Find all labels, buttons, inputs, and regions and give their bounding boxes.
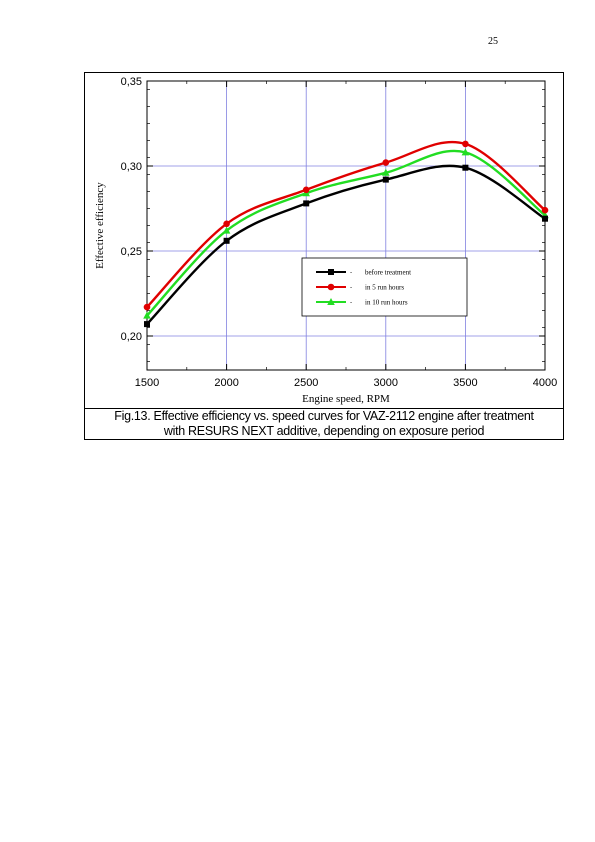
y-tick-label: 0,35 xyxy=(121,76,142,88)
figure-box: 0,20 0,25 0,30 0,35 1500 2000 2500 3000 3500 4000… xyxy=(84,72,564,440)
data-point xyxy=(303,200,310,207)
data-point xyxy=(223,220,230,228)
data-point xyxy=(462,164,469,171)
data-point xyxy=(382,168,390,176)
data-point xyxy=(222,226,231,234)
legend-dash: - xyxy=(350,299,352,306)
data-point xyxy=(461,148,470,156)
data-point xyxy=(542,215,548,222)
data-point xyxy=(382,159,390,166)
legend-dash: - xyxy=(350,284,352,291)
legend-swatch-marker xyxy=(327,283,335,291)
plot-area xyxy=(146,80,546,371)
data-point xyxy=(541,206,549,214)
data-point xyxy=(143,311,151,319)
caption-line-2: with RESURS NEXT additive, depending on … xyxy=(163,424,485,438)
x-tick-label: 3500 xyxy=(453,377,477,389)
x-tick-label: 1500 xyxy=(135,377,159,389)
figure-caption: Fig.13. Effective efficiency vs. speed c… xyxy=(85,409,563,439)
page-number: 25 xyxy=(488,36,498,47)
y-tick-label: 0,20 xyxy=(121,331,142,343)
x-axis-label: Engine speed, RPM xyxy=(302,393,390,405)
y-tick-label: 0,25 xyxy=(121,246,142,258)
series-line xyxy=(146,149,546,317)
legend-label: before treatment xyxy=(365,269,411,277)
data-point xyxy=(144,321,150,328)
legend-swatch-marker xyxy=(328,269,334,275)
data-point xyxy=(302,186,310,194)
legend-label: in 10 run hours xyxy=(365,299,408,307)
y-tick-label: 0,30 xyxy=(121,161,142,173)
data-point xyxy=(462,140,469,148)
y-axis-label: Effective efficiency xyxy=(94,182,106,269)
efficiency-chart: 0,20 0,25 0,30 0,35 1500 2000 2500 3000 3500 4000… xyxy=(94,76,557,405)
x-tick-label: 3000 xyxy=(374,377,398,389)
legend-swatch-marker xyxy=(327,298,335,305)
series-line xyxy=(146,164,546,325)
data-point xyxy=(143,303,151,311)
x-tick-label: 4000 xyxy=(533,377,557,389)
data-point xyxy=(223,237,230,244)
legend-label: in 5 run hours xyxy=(365,284,404,292)
x-tick-label: 2000 xyxy=(214,377,238,389)
legend-dash: - xyxy=(350,269,352,276)
x-tick-label: 2500 xyxy=(294,377,318,389)
caption-line-1: Fig.13. Effective efficiency vs. speed c… xyxy=(114,409,534,423)
series-line xyxy=(146,140,546,308)
data-point xyxy=(382,176,389,183)
caption-divider xyxy=(85,408,563,409)
